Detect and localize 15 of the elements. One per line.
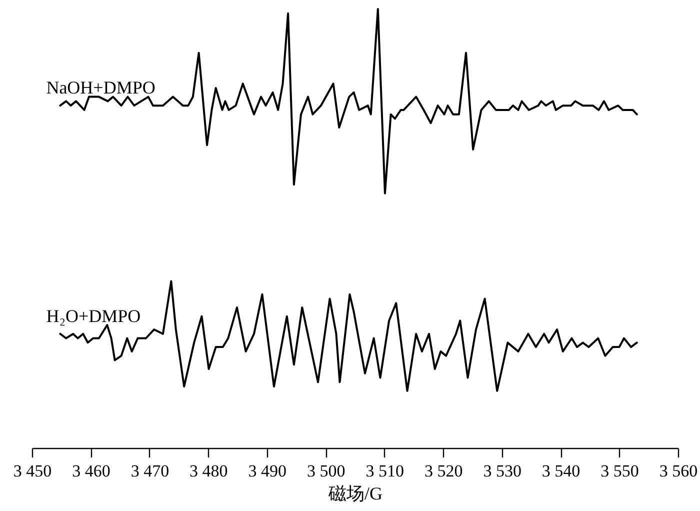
x-tick-label: 3 520 — [424, 462, 463, 480]
x-tick-label: 3 510 — [366, 462, 404, 480]
x-tick-label: 3 460 — [72, 462, 110, 480]
x-tick-label: 3 490 — [248, 462, 287, 480]
x-axis-title: 磁场/G — [328, 484, 382, 504]
x-tick-label: 3 550 — [600, 462, 639, 480]
series-label: H₂O+DMPO — [46, 306, 141, 326]
x-tick-label: 3 530 — [483, 462, 522, 480]
x-tick-label: 3 560 — [659, 462, 698, 480]
x-tick-label: 3 500 — [307, 462, 346, 480]
x-tick-label: 3 540 — [542, 462, 580, 480]
x-tick-label: 3 480 — [190, 462, 228, 480]
x-tick-label: 3 470 — [130, 462, 170, 480]
series-label: NaOH+DMPO — [46, 78, 156, 98]
x-tick-label: 3 450 — [13, 462, 52, 480]
